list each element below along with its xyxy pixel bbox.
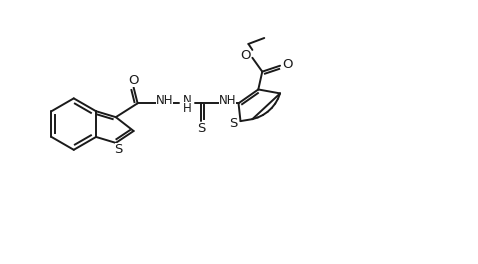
Text: NH: NH	[155, 94, 173, 107]
Text: NH: NH	[219, 94, 237, 107]
Text: N: N	[183, 94, 192, 107]
Text: O: O	[240, 49, 250, 62]
Text: O: O	[129, 74, 139, 87]
Text: H: H	[183, 102, 192, 115]
Text: O: O	[282, 58, 292, 71]
Text: S: S	[229, 117, 238, 130]
Text: S: S	[115, 143, 123, 156]
Text: S: S	[197, 121, 205, 135]
